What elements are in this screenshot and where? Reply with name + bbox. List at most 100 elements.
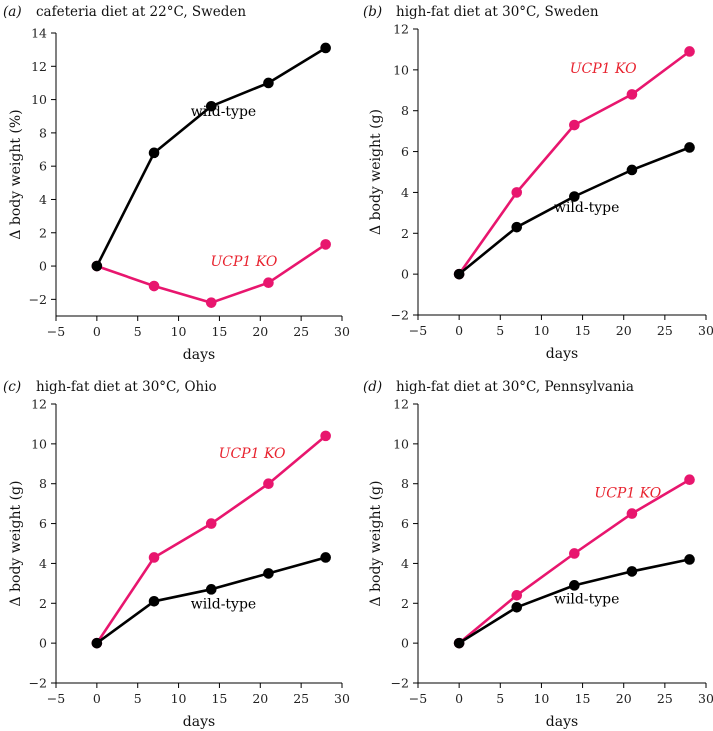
data-point (453, 268, 465, 280)
x-axis-title: days (183, 347, 215, 363)
x-tick-label: 15 (211, 691, 227, 706)
series-label-ucp1-ko: UCP1 KO (211, 254, 278, 270)
data-point (205, 518, 217, 529)
series-wild-type (91, 552, 331, 649)
data-point (511, 590, 523, 601)
series-line (458, 478, 691, 645)
series-wild-type (91, 42, 331, 272)
x-tick-label: 20 (616, 323, 632, 338)
data-point (511, 601, 523, 613)
y-tick-label: 8 (401, 103, 409, 118)
y-tick-label: 0 (39, 636, 47, 651)
x-tick-label: 0 (455, 691, 463, 706)
panel-title: high-fat diet at 30°C, Sweden (396, 4, 599, 20)
data-point (626, 89, 638, 100)
y-tick-label: 12 (31, 59, 47, 74)
x-tick-label: 25 (293, 691, 309, 706)
x-tick-label: 20 (252, 324, 268, 339)
data-point (684, 142, 695, 153)
series-line (458, 50, 691, 275)
data-point (684, 46, 695, 57)
x-tick-label: 30 (334, 324, 350, 339)
data-point (148, 552, 160, 563)
data-point (148, 147, 160, 159)
y-tick-label: 10 (31, 436, 47, 451)
y-tick-label: 8 (401, 476, 409, 491)
x-tick-label: 10 (533, 691, 549, 706)
x-tick-label: −5 (409, 691, 427, 706)
y-tick-label: 12 (31, 397, 47, 412)
y-tick-label: 6 (39, 159, 47, 174)
data-point (569, 119, 580, 131)
data-point (569, 580, 580, 591)
series-label-wild-type: wild-type (191, 104, 256, 120)
series-label-ucp1-ko: UCP1 KO (594, 486, 661, 502)
panel-b: (b) high-fat diet at 30°C, Sweden −2 0 2 4 6 8 1… (363, 4, 713, 362)
series-line (95, 46, 327, 267)
data-point (626, 164, 638, 176)
panel-label: (d) (363, 379, 382, 395)
data-point (263, 277, 274, 289)
y-tick-label: 14 (31, 26, 47, 41)
panel-label: (b) (363, 4, 382, 20)
panel-label: (a) (3, 4, 22, 20)
x-tick-label: 5 (134, 691, 142, 706)
panel-title: cafeteria diet at 22°C, Sweden (36, 4, 246, 20)
x-tick-label: 30 (698, 323, 713, 338)
data-point (453, 637, 465, 649)
x-axis-title: days (546, 346, 578, 362)
y-tick-label: 2 (401, 596, 409, 611)
x-tick-label: 25 (657, 691, 673, 706)
x-tick-label: 5 (134, 324, 142, 339)
y-tick-label: 4 (401, 556, 409, 571)
panel-c: (c) high-fat diet at 30°C, Ohio −2 0 2 4 6 8 10 1… (3, 379, 350, 730)
data-point (684, 554, 695, 565)
x-tick-label: 5 (496, 323, 504, 338)
data-point (263, 77, 274, 89)
y-tick-label: 2 (401, 226, 409, 241)
x-tick-label: −5 (47, 691, 65, 706)
x-tick-label: 15 (211, 324, 227, 339)
data-point (626, 566, 638, 577)
data-point (205, 100, 217, 112)
y-tick-label: −2 (391, 676, 409, 691)
y-tick-label: −2 (391, 308, 409, 323)
x-tick-label: 25 (293, 324, 309, 339)
data-point (320, 552, 331, 563)
x-tick-label: 20 (616, 691, 632, 706)
data-point (91, 637, 103, 649)
data-point (684, 474, 695, 486)
y-axis-title: Δ body weight (g) (368, 481, 384, 607)
x-tick-label: −5 (47, 324, 65, 339)
panel-title: high-fat diet at 30°C, Pennsylvania (396, 379, 634, 395)
y-tick-label: 2 (39, 225, 47, 240)
data-point (511, 221, 523, 233)
series-label-wild-type: wild-type (554, 200, 619, 216)
series-ucp1-ko (91, 430, 331, 649)
x-tick-label: 25 (657, 323, 673, 338)
y-tick-label: 4 (39, 556, 47, 571)
data-point (148, 595, 160, 607)
y-tick-label: −2 (29, 676, 47, 691)
x-tick-label: 10 (533, 323, 549, 338)
y-tick-label: 4 (401, 185, 409, 200)
data-point (320, 430, 331, 442)
series-label-wild-type: wild-type (191, 596, 256, 612)
series-ucp1-ko (91, 239, 331, 308)
data-point (569, 548, 580, 559)
x-tick-label: 30 (698, 691, 713, 706)
panel-d: (d) high-fat diet at 30°C, Pennsylvania −2… (363, 379, 713, 730)
y-tick-label: 12 (393, 397, 409, 412)
x-tick-label: 0 (93, 324, 101, 339)
panel-label: (c) (3, 379, 21, 395)
x-tick-label: 20 (252, 691, 268, 706)
x-axis-title: days (546, 714, 578, 730)
data-point (511, 187, 523, 198)
x-axis-title: days (183, 714, 215, 730)
x-tick-label: 0 (93, 691, 101, 706)
panel-title: high-fat diet at 30°C, Ohio (36, 379, 217, 395)
x-tick-label: 10 (171, 691, 187, 706)
y-tick-label: 4 (39, 192, 47, 207)
data-point (91, 260, 103, 272)
series-label-ucp1-ko: UCP1 KO (219, 446, 286, 462)
